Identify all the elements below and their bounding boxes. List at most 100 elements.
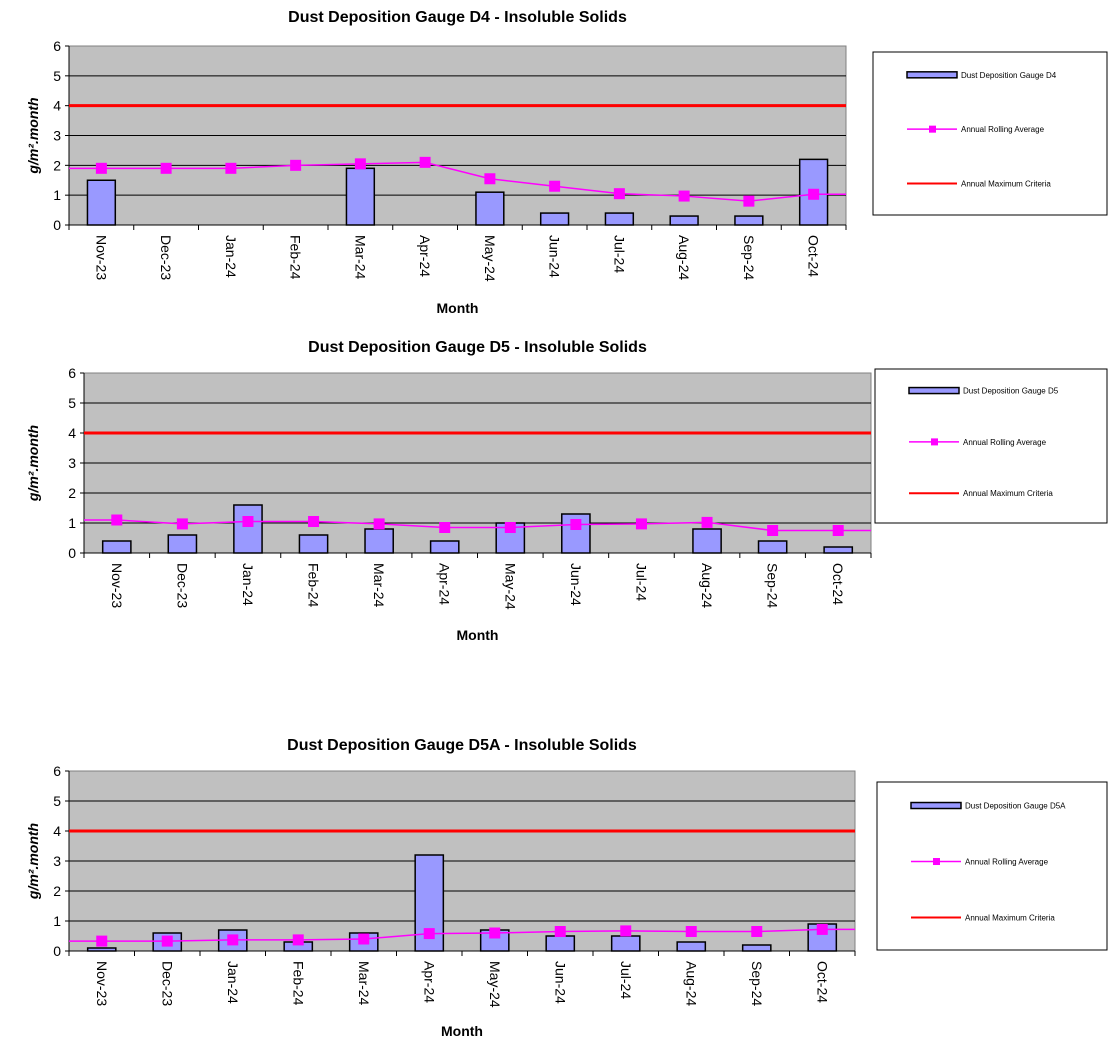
x-tick-label: Apr-24	[421, 961, 437, 1003]
rolling-average-point	[816, 923, 828, 935]
bar	[364, 528, 394, 554]
bar	[233, 504, 263, 554]
y-tick-label: 3	[68, 455, 76, 471]
legend-label: Dust Deposition Gauge D5A	[965, 802, 1066, 811]
legend-average-marker	[931, 438, 938, 446]
bar	[807, 923, 838, 952]
legend-average-marker	[929, 125, 936, 133]
rolling-average-point	[613, 188, 625, 200]
rolling-average-point	[225, 162, 237, 174]
rolling-average-point	[111, 514, 123, 526]
x-tick-label: Oct-24	[814, 961, 830, 1003]
rolling-average-point	[832, 525, 844, 536]
y-tick-label: 5	[53, 793, 61, 809]
y-tick-label: 2	[68, 485, 76, 501]
y-tick-label: 0	[53, 217, 61, 233]
rolling-average-point	[549, 180, 561, 192]
x-tick-label: Apr-24	[417, 235, 433, 277]
rolling-average-point	[489, 927, 501, 939]
y-tick-label: 1	[53, 913, 61, 929]
bar	[101, 540, 132, 554]
rolling-average-point	[570, 519, 582, 530]
bar	[610, 935, 641, 952]
x-tick-label: Dec-23	[159, 961, 175, 1006]
bar	[298, 534, 329, 554]
legend: Dust Deposition Gauge D4 Annual Rolling A…	[872, 51, 1108, 216]
x-tick-label: Jun-24	[568, 563, 584, 606]
rolling-average-point	[439, 522, 451, 533]
x-tick-label: May-24	[502, 563, 518, 610]
rolling-average-point	[484, 173, 496, 185]
rolling-average-point	[751, 926, 763, 937]
bar	[604, 212, 635, 226]
rolling-average-point	[620, 925, 632, 937]
rolling-average-point	[160, 162, 172, 174]
chart-title: Dust Deposition Gauge D4 - Insoluble Sol…	[288, 9, 627, 26]
legend-label: Annual Maximum Criteria	[963, 489, 1053, 498]
x-tick-label: Jan-24	[223, 235, 239, 278]
x-tick-label: Jan-24	[225, 961, 241, 1004]
rolling-average-line	[69, 161, 846, 202]
rolling-average-point	[635, 518, 647, 530]
y-tick-label: 3	[53, 853, 61, 869]
rolling-average-point	[678, 190, 690, 202]
bar	[676, 941, 707, 952]
bar	[539, 212, 570, 226]
bar	[345, 167, 376, 226]
y-tick-label: 1	[53, 187, 61, 203]
legend-label: Annual Rolling Average	[963, 438, 1047, 447]
x-tick-label: Oct-24	[830, 563, 846, 605]
y-tick-label: 5	[68, 395, 76, 411]
rolling-average-line	[69, 928, 855, 942]
x-tick-label: Sep-24	[765, 563, 781, 608]
x-tick-label: Nov-23	[94, 961, 110, 1006]
chart-title: Dust Deposition Gauge D5 - Insoluble Sol…	[308, 339, 647, 356]
legend-box	[876, 781, 1108, 951]
x-tick-label: Mar-24	[352, 235, 368, 280]
x-axis-label: Month	[437, 300, 479, 316]
bar	[734, 215, 764, 226]
rolling-average-point	[554, 926, 566, 937]
x-tick-label: Sep-24	[741, 235, 757, 280]
legend-label: Annual Rolling Average	[965, 858, 1049, 867]
x-tick-label: Feb-24	[290, 961, 306, 1006]
x-tick-label: Mar-24	[356, 961, 372, 1006]
rolling-average-point	[176, 518, 188, 530]
y-tick-label: 4	[68, 425, 76, 441]
x-tick-label: Aug-24	[699, 563, 715, 608]
legend-label: Dust Deposition Gauge D5	[963, 387, 1059, 396]
x-tick-label: Jul-24	[611, 235, 627, 273]
rolling-average-point	[227, 934, 239, 946]
rolling-average-line	[84, 519, 871, 532]
y-tick-label: 4	[53, 98, 61, 114]
x-tick-label: Jul-24	[633, 563, 649, 601]
bar	[545, 935, 576, 952]
rolling-average-point	[767, 525, 779, 536]
x-tick-label: Aug-24	[676, 235, 692, 280]
x-tick-label: Nov-23	[93, 235, 109, 280]
rolling-average-point	[504, 522, 516, 533]
x-tick-label: May-24	[487, 961, 503, 1008]
x-tick-label: Jul-24	[618, 961, 634, 999]
x-axis-label: Month	[441, 1023, 483, 1039]
bar	[692, 528, 722, 554]
y-tick-label: 2	[53, 883, 61, 899]
bar	[475, 191, 505, 226]
legend: Dust Deposition Gauge D5A Annual Rolling …	[876, 781, 1108, 951]
x-tick-label: Jun-24	[552, 961, 568, 1004]
x-tick-label: Aug-24	[683, 961, 699, 1006]
rolling-average-point	[96, 935, 108, 947]
x-tick-label: Dec-23	[158, 235, 174, 280]
x-tick-label: Dec-23	[174, 563, 190, 608]
y-tick-label: 6	[53, 763, 61, 779]
legend-box	[872, 51, 1108, 216]
bar	[86, 947, 117, 952]
rolling-average-point	[419, 156, 431, 168]
legend-label: Dust Deposition Gauge D4	[961, 71, 1057, 80]
y-tick-label: 2	[53, 157, 61, 173]
bar	[757, 540, 788, 554]
x-tick-label: Mar-24	[371, 563, 387, 608]
y-tick-label: 1	[68, 515, 76, 531]
bar	[741, 944, 772, 952]
